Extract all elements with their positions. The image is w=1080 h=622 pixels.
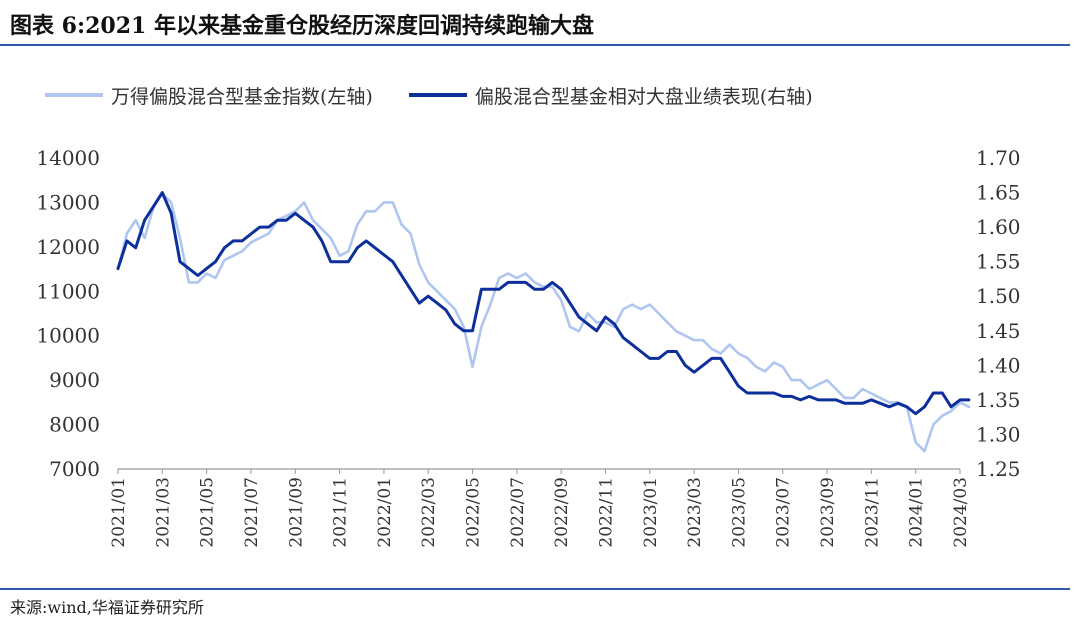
x-tick-label: 2024/01 [907,477,927,548]
x-tick-label: 2021/11 [331,477,351,548]
right-tick-label: 1.60 [976,215,1021,239]
x-tick-label: 2021/07 [242,477,262,548]
right-tick-label: 1.65 [976,181,1021,205]
left-axis-tick-labels: 7000 8000 9000 10000 11000 12000 13000 14000 [36,146,100,481]
series-line-fund-index [116,192,971,453]
chart-title: 图表 6:2021 年以来基金重仓股经历深度回调持续跑输大盘 [10,13,594,39]
legend-item-fund-index: 万得偏股混合型基金指数(左轴) [45,82,373,109]
right-tick-label: 1.50 [976,284,1021,308]
footer-divider [0,588,1070,590]
x-tick-label: 2023/09 [818,477,838,548]
legend-swatch-fund-index [45,93,103,97]
x-axis: 2021/01 2021/03 2021/05 2021/07 2021/09 2021/… [109,468,971,548]
x-tick-label: 2021/03 [153,477,173,548]
right-tick-label: 1.40 [976,353,1021,377]
series-line-relative-performance [116,191,971,416]
legend-item-relative-performance: 偏股混合型基金相对大盘业绩表现(右轴) [408,82,813,109]
left-tick-label: 10000 [36,324,100,348]
left-tick-label: 11000 [36,279,100,303]
x-tick-label: 2021/01 [109,477,129,548]
x-tick-label: 2022/09 [552,477,572,548]
left-tick-label: 12000 [36,235,100,259]
right-tick-label: 1.70 [976,146,1021,170]
x-tick-label: 2021/09 [286,477,306,548]
x-tick-label: 2023/03 [685,477,705,548]
right-tick-label: 1.35 [976,388,1021,412]
source-note: 来源:wind,华福证券研究所 [10,598,204,617]
legend-label-relative-performance: 偏股混合型基金相对大盘业绩表现(右轴) [474,85,813,108]
title-divider [0,44,1070,46]
x-tick-label: 2023/07 [774,477,794,548]
x-tick-label: 2022/05 [464,477,484,548]
x-tick-label: 2022/07 [508,477,528,548]
left-tick-label: 7000 [49,457,100,481]
series-layer [116,191,971,453]
x-tick-label: 2021/05 [198,477,218,548]
x-tick-label: 2022/03 [419,477,439,548]
x-tick-label: 2022/01 [375,477,395,548]
right-tick-label: 1.30 [976,422,1021,446]
x-tick-label: 2024/03 [951,477,971,548]
x-tick-label: 2023/11 [862,477,882,548]
left-tick-label: 9000 [49,368,100,392]
left-tick-label: 8000 [49,413,100,437]
legend-label-fund-index: 万得偏股混合型基金指数(左轴) [111,85,373,108]
x-tick-label: 2023/01 [641,477,661,548]
right-tick-label: 1.55 [976,250,1021,274]
left-tick-label: 13000 [36,190,100,214]
legend-swatch-relative-performance [408,93,467,97]
right-tick-label: 1.25 [976,457,1021,481]
x-tick-label: 2023/05 [729,477,749,548]
right-axis-tick-labels: 1.25 1.30 1.35 1.40 1.45 1.50 1.55 1.60 1.65 1.70 [976,146,1021,481]
right-tick-label: 1.45 [976,319,1021,343]
left-tick-label: 14000 [36,146,100,170]
chart-legend: 万得偏股混合型基金指数(左轴) 偏股混合型基金相对大盘业绩表现(右轴) [45,80,843,109]
x-tick-label: 2022/11 [596,477,616,548]
